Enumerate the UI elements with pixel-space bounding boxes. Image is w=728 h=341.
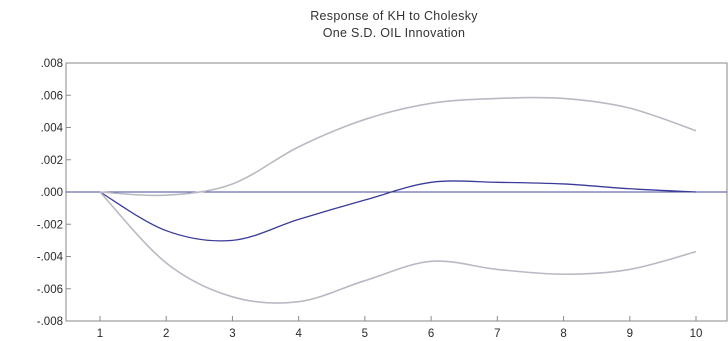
x-tick-label: 10 bbox=[690, 328, 703, 340]
y-tick-label: .008 bbox=[41, 58, 63, 70]
y-tick-label: .000 bbox=[41, 187, 63, 199]
y-tick-label: .006 bbox=[41, 90, 63, 102]
y-axis: .008 .006 .004 .002 .000 -.002 -.004 -.006 -.008 bbox=[37, 58, 71, 328]
chart-subtitle: One S.D. OIL Innovation bbox=[323, 26, 466, 40]
y-tick-label: -.004 bbox=[37, 252, 64, 264]
x-tick-label: 4 bbox=[295, 328, 302, 340]
series-line-lower-band bbox=[99, 191, 697, 304]
x-tick-label: 8 bbox=[560, 328, 566, 340]
y-tick-label: -.006 bbox=[37, 284, 63, 296]
series-line-upper-band bbox=[99, 96, 697, 197]
series-lines bbox=[99, 96, 697, 304]
x-tick-label: 6 bbox=[428, 328, 434, 340]
x-tick-label: 5 bbox=[362, 328, 368, 340]
y-tick-label: -.008 bbox=[37, 316, 63, 328]
x-tick-label: 1 bbox=[97, 328, 103, 340]
y-tick-label: .004 bbox=[41, 123, 64, 135]
x-axis: 1 2 3 4 5 6 7 8 9 10 bbox=[97, 316, 703, 340]
series-line-response bbox=[99, 180, 697, 242]
x-tick-label: 7 bbox=[494, 328, 500, 340]
y-tick-label: -.002 bbox=[37, 219, 63, 231]
x-tick-label: 3 bbox=[229, 328, 235, 340]
x-tick-label: 9 bbox=[627, 328, 633, 340]
x-tick-label: 2 bbox=[163, 328, 169, 340]
chart-title: Response of KH to Cholesky bbox=[310, 9, 478, 23]
y-tick-label: .002 bbox=[41, 155, 63, 167]
